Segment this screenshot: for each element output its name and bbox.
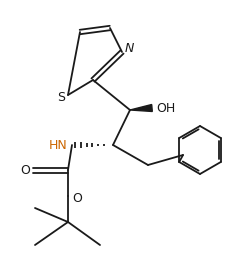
Text: N: N [124,41,133,54]
Text: O: O [72,192,82,205]
Text: O: O [20,163,30,177]
Text: HN: HN [48,138,67,152]
Polygon shape [130,105,152,111]
Text: S: S [57,91,65,103]
Text: OH: OH [156,101,175,115]
